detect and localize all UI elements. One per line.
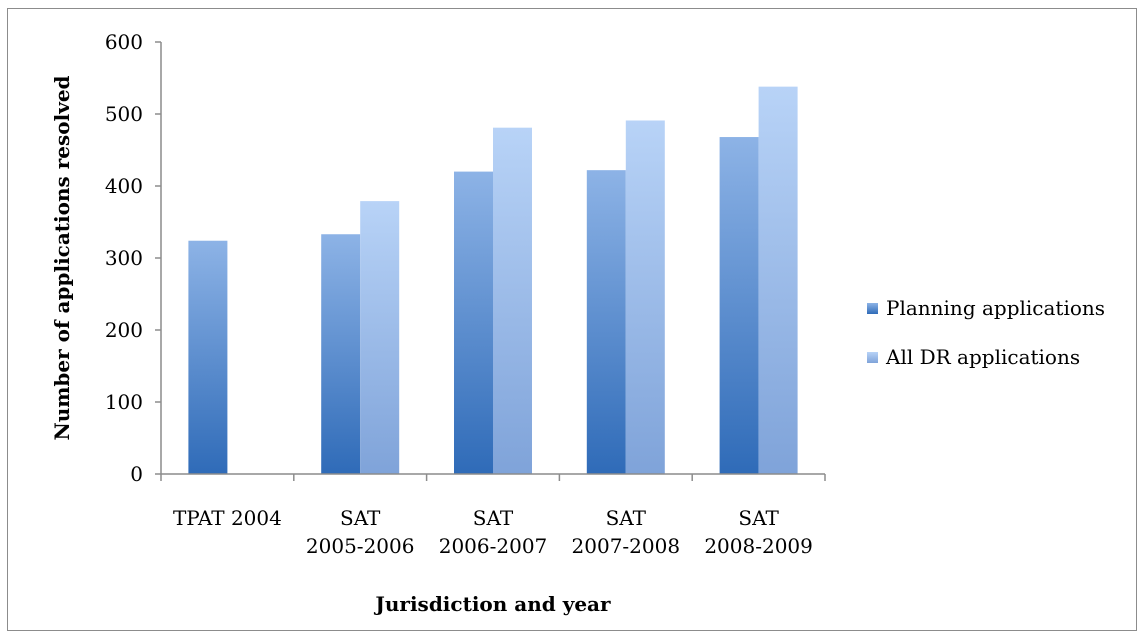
x-tick-label: SAT 2006-2007 [439, 506, 548, 558]
bar-all-dr-1 [360, 201, 400, 474]
y-tick-label: 100 [105, 390, 143, 414]
bar-planning-0 [188, 240, 228, 474]
bar-planning-2 [454, 171, 493, 474]
y-tick-label: 300 [105, 246, 143, 270]
x-axis-title: Jurisdiction and year [373, 592, 611, 616]
bar-planning-3 [586, 170, 626, 474]
x-tick-label: SAT 2005-2006 [306, 506, 415, 558]
y-axis-title: Number of applications resolved [50, 75, 74, 440]
legend-swatch-all-dr [867, 352, 878, 363]
legend-swatch-planning [867, 303, 878, 314]
legend-label-planning: Planning applications [886, 296, 1105, 320]
y-tick-label: 500 [105, 102, 143, 126]
legend-label-all-dr: All DR applications [885, 345, 1080, 369]
y-tick-label: 400 [105, 174, 143, 198]
bar-all-dr-4 [758, 86, 798, 474]
x-tick-label: SAT 2007-2008 [572, 506, 681, 558]
x-tick-label: SAT 2008-2009 [704, 506, 813, 558]
y-tick-label: 200 [105, 318, 143, 342]
y-tick-label: 600 [105, 30, 143, 54]
bar-all-dr-2 [493, 127, 532, 475]
y-tick-label: 0 [130, 462, 143, 486]
x-tick-label: TPAT 2004 [173, 506, 282, 530]
bar-planning-1 [321, 234, 361, 474]
bar-all-dr-3 [625, 120, 665, 474]
bar-planning-4 [719, 137, 759, 475]
